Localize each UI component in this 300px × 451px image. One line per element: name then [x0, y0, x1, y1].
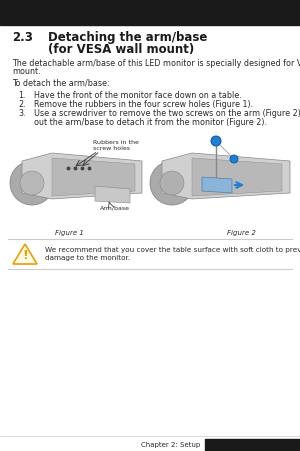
Text: !: !	[22, 249, 28, 262]
Text: out the arm/base to detach it from the monitor (Figure 2).: out the arm/base to detach it from the m…	[34, 118, 267, 127]
Text: Have the front of the monitor face down on a table.: Have the front of the monitor face down …	[34, 91, 242, 100]
Bar	[205, 439, 300, 451]
Text: Arm/base: Arm/base	[100, 206, 130, 211]
Text: Rubbers in the: Rubbers in the	[93, 140, 139, 145]
Circle shape	[230, 156, 238, 164]
Text: 2.: 2.	[18, 100, 26, 109]
Circle shape	[160, 172, 184, 196]
Text: Figure 2: Figure 2	[227, 230, 256, 235]
Polygon shape	[192, 159, 282, 197]
Circle shape	[20, 172, 44, 196]
Text: Chapter 2: Setup: Chapter 2: Setup	[141, 441, 200, 447]
Polygon shape	[13, 244, 37, 264]
Polygon shape	[52, 159, 135, 197]
Bar	[0, 0, 300, 26]
Polygon shape	[202, 178, 232, 193]
Polygon shape	[162, 154, 290, 199]
Circle shape	[150, 161, 194, 206]
Text: Use a screwdriver to remove the two screws on the arm (Figure 2), then slide: Use a screwdriver to remove the two scre…	[34, 109, 300, 118]
Text: Figure 1: Figure 1	[55, 230, 84, 235]
Text: 2.3: 2.3	[12, 31, 33, 44]
Polygon shape	[22, 154, 142, 199]
Circle shape	[10, 161, 54, 206]
Text: screw holes: screw holes	[93, 146, 130, 151]
Text: We recommend that you cover the table surface with soft cloth to prevent: We recommend that you cover the table su…	[45, 246, 300, 253]
Text: Remove the rubbers in the four screw holes (Figure 1).: Remove the rubbers in the four screw hol…	[34, 100, 253, 109]
Text: To detach the arm/base:: To detach the arm/base:	[12, 79, 110, 88]
Text: The detachable arm/base of this LED monitor is specially designed for VESA wall: The detachable arm/base of this LED moni…	[12, 59, 300, 68]
Text: Detaching the arm/base: Detaching the arm/base	[48, 31, 207, 44]
Text: 1.: 1.	[18, 91, 26, 100]
Text: damage to the monitor.: damage to the monitor.	[45, 254, 130, 260]
Text: 3.: 3.	[18, 109, 26, 118]
Text: (for VESA wall mount): (for VESA wall mount)	[48, 43, 194, 56]
Polygon shape	[95, 187, 130, 203]
Text: mount.: mount.	[12, 67, 40, 76]
Circle shape	[211, 137, 221, 147]
